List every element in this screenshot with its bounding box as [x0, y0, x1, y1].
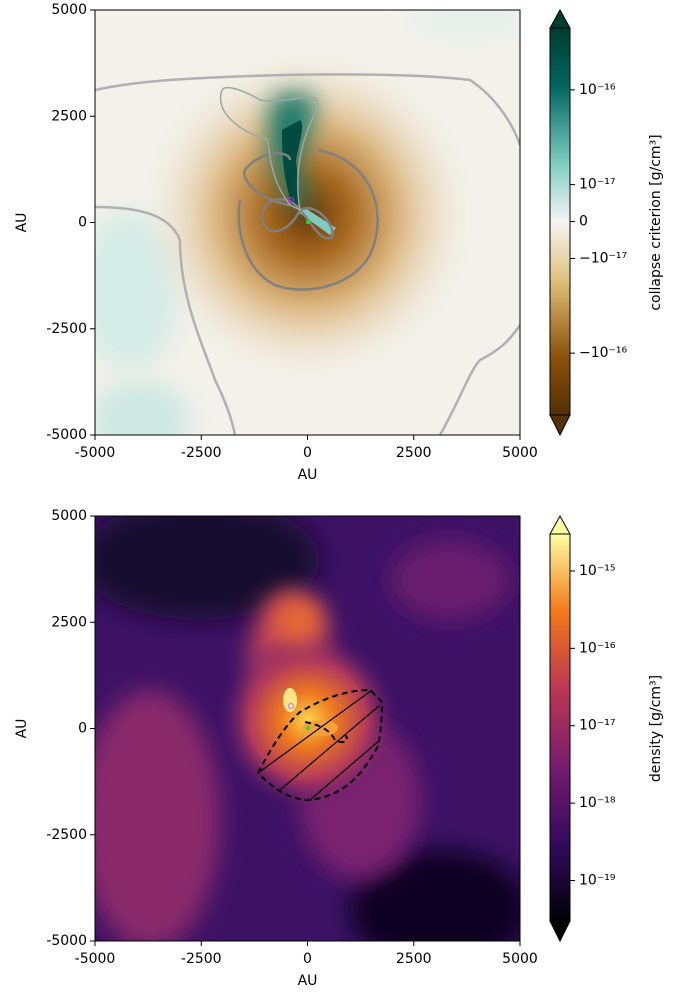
colorbar-tick-label: 10⁻¹⁷	[579, 177, 615, 193]
y-tick-label: -2500	[46, 827, 87, 843]
y-tick-label: -5000	[46, 427, 87, 443]
y-tick-label: -5000	[46, 933, 87, 949]
y-tick-label: 0	[78, 721, 87, 737]
x-tick-label: 2500	[396, 951, 432, 967]
x-tick-label: 2500	[396, 445, 432, 461]
colorbar	[550, 28, 570, 415]
colorbar-tick-label: 10⁻¹⁹	[579, 873, 616, 889]
x-tick-label: -2500	[181, 951, 222, 967]
x-axis-label: AU	[298, 973, 318, 989]
colorbar-tick-label: 10⁻¹⁷	[579, 718, 615, 734]
colorbar-tick-label: 10⁻¹⁸	[579, 795, 616, 811]
colorbar-tick-label: −10⁻¹⁶	[579, 345, 628, 361]
collapse-map	[95, 10, 520, 435]
density-map	[95, 516, 520, 941]
x-tick-label: 5000	[502, 445, 538, 461]
colorbar-tick-label: 10⁻¹⁶	[579, 640, 616, 656]
colorbar-tick-label: −10⁻¹⁷	[579, 250, 627, 266]
y-tick-label: 5000	[51, 508, 87, 524]
colorbar-extend-bottom	[549, 414, 571, 437]
y-axis-label: AU	[14, 213, 30, 233]
colorbar-tick-label: 10⁻¹⁶	[579, 82, 616, 98]
colorbar	[550, 534, 570, 921]
colorbar-extend-top	[549, 514, 571, 535]
x-tick-label: 0	[303, 445, 312, 461]
colorbar-extend-top	[549, 8, 571, 29]
x-tick-label: -5000	[75, 445, 116, 461]
y-tick-label: 0	[78, 215, 87, 231]
y-axis-label: AU	[14, 719, 30, 739]
y-tick-label: -2500	[46, 321, 87, 337]
x-tick-label: 5000	[502, 951, 538, 967]
colorbar-label: density [g/cm³]	[648, 675, 664, 782]
x-tick-label: 0	[303, 951, 312, 967]
colorbar-tick-label: 0	[579, 214, 588, 230]
x-axis-label: AU	[298, 467, 318, 483]
colorbar-tick-label: 10⁻¹⁵	[579, 563, 615, 579]
x-tick-label: -5000	[75, 951, 116, 967]
colorbar-extend-bottom	[549, 920, 571, 943]
y-tick-label: 2500	[51, 108, 87, 124]
y-tick-label: 2500	[51, 614, 87, 630]
colorbar-frame	[549, 533, 571, 922]
x-tick-label: -2500	[181, 445, 222, 461]
y-tick-label: 5000	[51, 2, 87, 18]
colorbar-label: collapse criterion [g/cm³]	[648, 134, 664, 310]
